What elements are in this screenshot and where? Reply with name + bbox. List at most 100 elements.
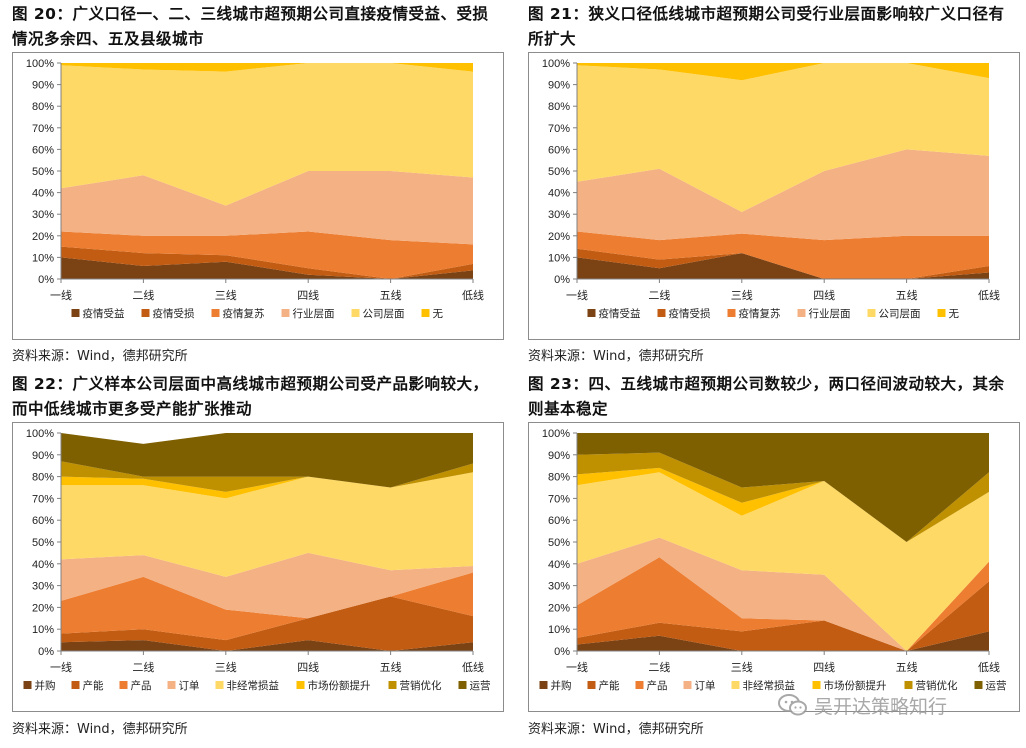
area-疫情复苏 [577, 231, 989, 279]
x-tick-label: 低线 [978, 288, 1000, 302]
legend-swatch [388, 681, 397, 689]
legend-label: 市场份额提升 [824, 679, 887, 692]
legend-swatch [635, 681, 644, 689]
legend-label: 市场份额提升 [308, 679, 371, 692]
area-运营 [577, 433, 989, 542]
area-产品 [577, 557, 989, 651]
x-tick-label: 低线 [978, 660, 1000, 674]
legend-label: 非经常损益 [227, 679, 280, 692]
legend-label: 并购 [35, 679, 56, 692]
legend-label: 产品 [131, 679, 152, 692]
chart-frame-23: 0% 10% 20% 30% 40% 50% 60% 70% 80% 90% 100% 一线 二线 三线 四… [528, 422, 1020, 712]
legend-swatch [281, 309, 290, 317]
legend-label: 疫情复苏 [223, 307, 265, 320]
y-tick-label: 10% [548, 624, 570, 636]
legend-label: 订单 [179, 680, 200, 692]
y-tick-label: 40% [548, 188, 570, 200]
legend-label: 疫情复苏 [739, 307, 781, 320]
legend-swatch [904, 681, 913, 689]
y-tick-label: 80% [32, 101, 54, 113]
legend-swatch [727, 309, 736, 317]
figure-title-21: 图 21：狭义口径低线城市超预期公司受行业层面影响较广义口径有所扩大 [528, 5, 1005, 48]
x-tick-label: 四线 [813, 288, 835, 302]
y-tick-label: 70% [32, 123, 54, 135]
area-产能 [61, 596, 473, 651]
chart-frame-20: 0% 10% 20% 30% 40% 50% 60% 70% 80% 90% 100% 一线 二线 三线 四… [12, 52, 504, 340]
legend-swatch [937, 309, 946, 317]
area-市场份额提升 [61, 472, 473, 499]
y-tick-label: 30% [32, 209, 54, 221]
legend-swatch [974, 681, 983, 689]
stacked-area-chart-23: 0% 10% 20% 30% 40% 50% 60% 70% 80% 90% 100% 一线 二线 三线 四… [539, 428, 1007, 692]
legend-swatch [23, 681, 32, 689]
legend-swatch [296, 681, 305, 689]
area-疫情复苏 [61, 231, 473, 279]
y-tick-label: 10% [32, 624, 54, 636]
x-tick-label: 低线 [462, 288, 484, 302]
area-行业层面 [61, 171, 473, 245]
legend-swatch [351, 309, 360, 317]
x-tick-label: 低线 [462, 660, 484, 674]
area-公司层面 [577, 63, 989, 212]
legend-label: 疫情受损 [153, 307, 195, 320]
legend-swatch [587, 309, 596, 317]
y-tick-label: 40% [548, 559, 570, 571]
legend-label: 产能 [83, 679, 104, 692]
legend-swatch [539, 681, 548, 689]
legend-label: 行业层面 [809, 307, 851, 320]
area-非经常损益 [577, 472, 989, 651]
legend-label: 非经常损益 [743, 679, 796, 692]
y-tick-label: 20% [32, 231, 54, 243]
y-tick-label: 100% [26, 428, 54, 440]
x-tick-label: 四线 [813, 660, 835, 674]
y-tick-label: 80% [548, 472, 570, 484]
x-tick-label: 二线 [132, 660, 154, 674]
legend-swatch [657, 309, 666, 317]
legend-swatch [141, 309, 150, 317]
legend-label: 行业层面 [293, 307, 335, 320]
source-note-20: 资料来源：Wind，德邦研究所 [12, 349, 188, 364]
area-并购 [61, 640, 473, 651]
source-note-22: 资料来源：Wind，德邦研究所 [12, 722, 188, 737]
x-tick-label: 四线 [297, 660, 319, 674]
y-tick-label: 90% [548, 80, 570, 92]
y-tick-label: 20% [548, 602, 570, 614]
legend-label: 订单 [695, 680, 716, 692]
y-tick-label: 90% [32, 450, 54, 462]
y-tick-label: 100% [542, 428, 570, 440]
y-tick-label: 40% [32, 559, 54, 571]
y-tick-label: 60% [548, 515, 570, 527]
area-疫情受损 [61, 246, 473, 279]
y-tick-label: 20% [548, 231, 570, 243]
legend-label: 运营 [470, 679, 491, 692]
area-公司层面 [61, 63, 473, 206]
chart-frame-22: 0% 10% 20% 30% 40% 50% 60% 70% 80% 90% 100% 一线 二线 三线 四… [12, 422, 504, 712]
x-tick-label: 二线 [648, 288, 670, 302]
x-tick-label: 二线 [648, 660, 670, 674]
y-tick-label: 50% [32, 537, 54, 549]
legend-label: 公司层面 [879, 308, 921, 320]
legend-label: 疫情受益 [599, 307, 641, 320]
x-tick-label: 一线 [566, 660, 588, 674]
x-tick-label: 五线 [380, 288, 402, 302]
y-tick-label: 90% [32, 80, 54, 92]
x-tick-label: 三线 [215, 660, 237, 674]
x-tick-label: 二线 [132, 288, 154, 302]
figure-title-23: 图 23：四、五线城市超预期公司数较少，两口径间波动较大，其余则基本稳定 [528, 375, 1005, 418]
y-tick-label: 10% [32, 252, 54, 264]
y-tick-label: 10% [548, 252, 570, 264]
stacked-area-chart-20: 0% 10% 20% 30% 40% 50% 60% 70% 80% 90% 100% 一线 二线 三线 四… [26, 58, 484, 320]
x-tick-label: 五线 [380, 660, 402, 674]
legend-label: 产能 [599, 679, 620, 692]
legend-label: 并购 [551, 679, 572, 692]
chart-frame-21: 0% 10% 20% 30% 40% 50% 60% 70% 80% 90% 100% 一线 二线 三线 四… [528, 52, 1020, 340]
legend-swatch [119, 681, 128, 689]
legend-swatch [812, 681, 821, 689]
legend-swatch [71, 309, 80, 317]
legend-label: 产品 [647, 679, 668, 692]
y-tick-label: 60% [32, 144, 54, 156]
area-市场份额提升 [577, 467, 989, 542]
area-行业层面 [577, 149, 989, 241]
figure-title-20: 图 20：广义口径一、二、三线城市超预期公司直接疫情受益、受损情况多余四、五及县… [12, 5, 489, 48]
legend-swatch [211, 309, 220, 317]
